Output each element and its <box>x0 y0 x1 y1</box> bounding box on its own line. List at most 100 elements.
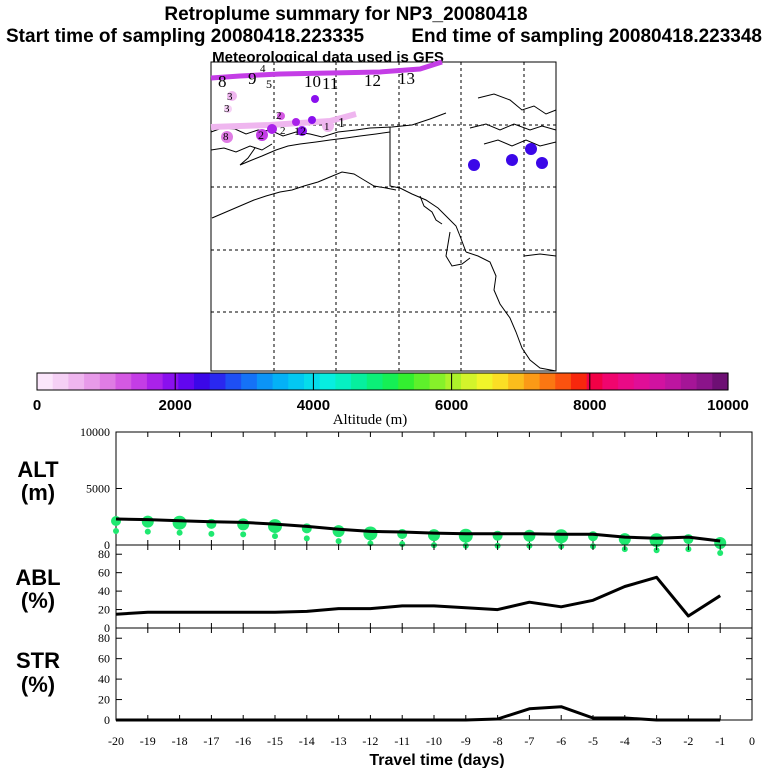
colorbar-swatch <box>618 373 635 390</box>
colorbar-swatch <box>476 373 494 390</box>
alt-scatter-point <box>618 533 631 546</box>
colorbar-swatch <box>351 373 368 390</box>
day-label: 12 <box>294 124 306 138</box>
y-tick-label: 60 <box>98 566 110 580</box>
colorbar-swatch <box>37 373 54 390</box>
x-tick-label: -8 <box>493 734 503 748</box>
alt-scatter-point <box>399 541 406 548</box>
x-tick-label: -4 <box>620 734 630 748</box>
colorbar-swatch <box>131 373 148 390</box>
map-day-labels: 8 9 4 5 10 11 12 13 3 3 2 8 2 2 12 1 1 <box>218 63 415 143</box>
colorbar-swatch <box>241 373 258 390</box>
x-tick-label: -6 <box>556 734 566 748</box>
colorbar-swatch <box>445 373 462 390</box>
colorbar-tick-label: 0 <box>33 397 41 414</box>
colorbar-swatch <box>288 373 305 390</box>
colorbar-swatch <box>68 373 85 390</box>
colorbar-swatch <box>570 373 588 390</box>
day-label: 9 <box>248 69 257 88</box>
plume-dot <box>536 157 548 169</box>
x-tick-label: -1 <box>715 734 725 748</box>
colorbar-swatch <box>178 373 195 390</box>
colorbar-swatch <box>555 373 572 390</box>
x-tick-label: -3 <box>652 734 662 748</box>
upper-plume-track <box>210 59 443 81</box>
x-tick-label: -15 <box>267 734 283 748</box>
colorbar-swatch <box>429 373 446 390</box>
y-tick-label: 0 <box>104 713 110 727</box>
panel-alt: 0 5000 10000 <box>80 425 753 557</box>
plume-dot <box>308 116 316 124</box>
x-tick-label: -11 <box>394 734 410 748</box>
alt-scatter-point <box>237 518 250 531</box>
x-tick-label: -7 <box>524 734 534 748</box>
plume-map: 8 9 4 5 10 11 12 13 3 3 2 8 2 2 12 1 1 <box>210 59 557 372</box>
colorbar-swatch <box>225 373 242 390</box>
day-label: 12 <box>364 71 381 90</box>
day-label: 2 <box>280 125 286 137</box>
colorbar-tick-label: 2000 <box>159 397 192 414</box>
colorbar-swatch <box>602 373 619 390</box>
colorbar-swatch <box>413 373 431 390</box>
colorbar-swatch <box>680 373 698 390</box>
colorbar-swatch <box>712 373 729 390</box>
day-label: 3 <box>224 103 230 115</box>
abl-panel-unit: (%) <box>21 588 55 613</box>
plume-dot <box>256 129 268 141</box>
colorbar-label: Altitude (m) <box>333 412 408 428</box>
colorbar-swatch <box>508 373 525 390</box>
y-tick-label: 5000 <box>86 482 110 496</box>
colorbar-swatch <box>398 373 415 390</box>
x-tick-label: -17 <box>203 734 219 748</box>
x-tick-label: -13 <box>331 734 347 748</box>
alt-scatter-point <box>335 538 342 545</box>
day-label: 3 <box>227 91 233 103</box>
alt-scatter-point <box>683 534 694 545</box>
y-tick-label: 0 <box>104 621 110 635</box>
day-label: 10 <box>304 72 321 91</box>
alt-scatter-point <box>208 530 215 537</box>
y-tick-label: 20 <box>98 603 110 617</box>
colorbar-swatch <box>99 373 117 390</box>
coastlines <box>210 93 557 372</box>
str-panel-unit: (%) <box>21 672 55 697</box>
alt-scatter-point <box>523 529 536 542</box>
y-tick-label: 80 <box>98 631 110 645</box>
figure-title: Retroplume summary for NP3_20080418 <box>164 4 527 25</box>
abl-line <box>115 575 722 618</box>
x-tick-label: -2 <box>683 734 693 748</box>
panel-labels: ALT (m) ABL (%) STR (%) <box>15 457 60 697</box>
colorbar-swatch <box>272 373 289 390</box>
x-tick-label: -19 <box>140 734 156 748</box>
plume-dot <box>506 154 518 166</box>
plume-dot <box>297 126 307 136</box>
colorbar-swatch <box>523 373 541 390</box>
altitude-colorbar: 0 2000 4000 6000 8000 10000 <box>33 372 749 414</box>
day-label: 1 <box>324 121 330 133</box>
day-label: 8 <box>218 72 227 91</box>
panel-str: 0 20 40 60 80 <box>98 627 753 727</box>
plume-dot <box>468 159 480 171</box>
colorbar-swatch <box>382 373 399 390</box>
plume-dot <box>277 112 285 120</box>
x-tick-label: -14 <box>299 734 315 748</box>
alt-scatter-point <box>428 529 440 542</box>
end-time-label: End time of sampling 20080418.223348 <box>411 26 762 47</box>
plume-dot <box>224 105 232 113</box>
x-tick-label: 0 <box>749 734 755 748</box>
alt-scatter-point <box>588 531 598 542</box>
colorbar-swatch <box>115 373 132 390</box>
plume-dot <box>292 118 300 126</box>
plume-dot <box>221 131 233 143</box>
alt-scatter-point <box>717 550 724 557</box>
colorbar-tick-label: 6000 <box>435 397 468 414</box>
x-tick-label: -16 <box>235 734 251 748</box>
alt-panel-unit: (m) <box>21 480 55 505</box>
day-label: 2 <box>258 128 264 142</box>
colorbar-swatch <box>256 373 274 390</box>
alt-scatter-point <box>176 529 183 536</box>
alt-scatter-point <box>363 526 378 541</box>
y-tick-label: 60 <box>98 652 110 666</box>
y-tick-label: 20 <box>98 693 110 707</box>
colorbar-swatch <box>665 373 682 390</box>
